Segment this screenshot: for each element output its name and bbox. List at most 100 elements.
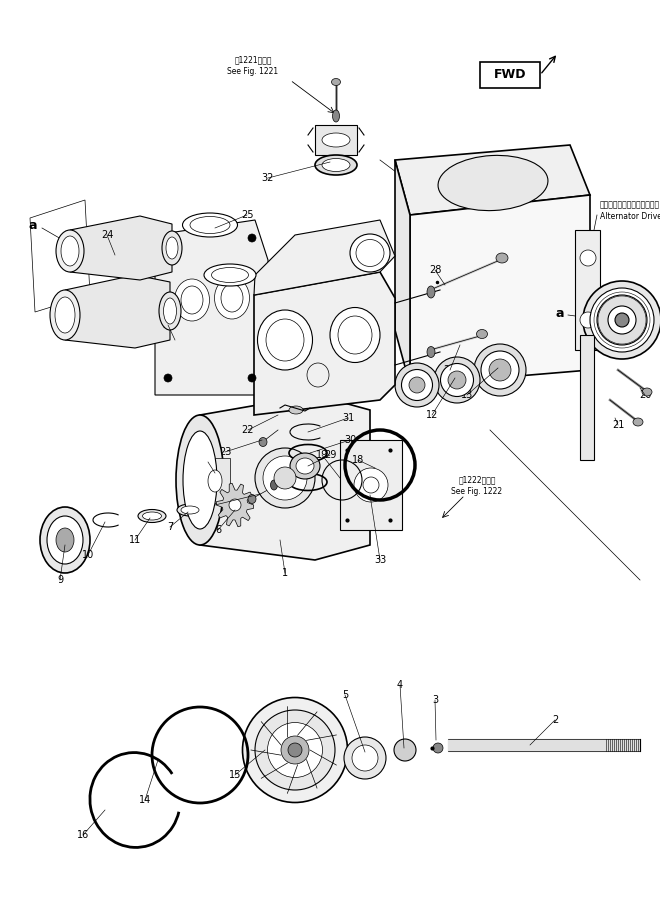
Text: 31: 31	[342, 413, 354, 423]
Ellipse shape	[333, 110, 339, 122]
Ellipse shape	[289, 406, 303, 414]
Ellipse shape	[164, 374, 172, 382]
Text: 22: 22	[242, 425, 254, 435]
Polygon shape	[200, 395, 370, 560]
Ellipse shape	[50, 290, 80, 340]
Bar	[200, 458, 230, 503]
Ellipse shape	[248, 494, 256, 503]
Text: 23: 23	[219, 447, 231, 457]
Text: 9: 9	[57, 575, 63, 585]
Ellipse shape	[615, 313, 629, 327]
Ellipse shape	[440, 364, 473, 396]
Polygon shape	[155, 220, 268, 395]
Text: 10: 10	[82, 550, 94, 560]
Text: 33: 33	[374, 555, 386, 565]
Ellipse shape	[248, 234, 256, 242]
Text: 第1221図参照: 第1221図参照	[234, 55, 272, 64]
Ellipse shape	[162, 231, 182, 265]
Ellipse shape	[183, 431, 217, 529]
Text: 30: 30	[344, 435, 356, 445]
Polygon shape	[254, 220, 395, 295]
Ellipse shape	[56, 230, 84, 272]
Text: 3: 3	[432, 695, 438, 705]
Ellipse shape	[583, 281, 660, 359]
Text: オルタネータドライブプーリ: オルタネータドライブプーリ	[600, 201, 660, 209]
Text: 17: 17	[209, 500, 221, 510]
Polygon shape	[395, 160, 410, 385]
Ellipse shape	[248, 374, 256, 382]
Ellipse shape	[281, 736, 309, 764]
Text: 16: 16	[77, 830, 89, 840]
Ellipse shape	[438, 156, 548, 211]
Ellipse shape	[164, 298, 176, 324]
Polygon shape	[254, 272, 395, 415]
Ellipse shape	[354, 468, 388, 502]
Polygon shape	[448, 739, 640, 751]
Ellipse shape	[257, 310, 312, 370]
Ellipse shape	[138, 510, 166, 522]
Text: See Fig. 1222: See Fig. 1222	[451, 487, 502, 496]
Ellipse shape	[255, 448, 315, 508]
Polygon shape	[395, 145, 590, 215]
Ellipse shape	[331, 79, 341, 85]
Ellipse shape	[208, 470, 222, 492]
Ellipse shape	[427, 286, 435, 298]
Ellipse shape	[395, 363, 439, 407]
Ellipse shape	[394, 739, 416, 761]
Ellipse shape	[433, 743, 443, 753]
Text: 20: 20	[639, 390, 651, 400]
Ellipse shape	[590, 288, 654, 352]
Bar	[580, 335, 594, 460]
Ellipse shape	[164, 241, 172, 249]
Ellipse shape	[409, 377, 425, 393]
Ellipse shape	[315, 155, 357, 175]
Text: a: a	[556, 307, 564, 319]
Polygon shape	[70, 216, 172, 280]
Ellipse shape	[61, 236, 79, 266]
Text: 24: 24	[101, 230, 113, 240]
Text: Alternator Drive Pulley: Alternator Drive Pulley	[600, 212, 660, 221]
Ellipse shape	[448, 371, 466, 389]
Ellipse shape	[204, 264, 256, 286]
Ellipse shape	[177, 504, 203, 516]
Ellipse shape	[427, 347, 435, 357]
Ellipse shape	[267, 722, 323, 777]
Bar	[575, 230, 600, 350]
Text: 19: 19	[316, 450, 328, 460]
Text: 7: 7	[167, 522, 173, 532]
Ellipse shape	[434, 357, 480, 403]
Text: FWD: FWD	[494, 69, 526, 81]
Text: 4: 4	[397, 680, 403, 690]
Text: 14: 14	[139, 795, 151, 805]
Ellipse shape	[40, 507, 90, 573]
Text: 32: 32	[262, 173, 274, 183]
Ellipse shape	[296, 458, 314, 474]
Bar	[480, 62, 540, 88]
Ellipse shape	[481, 351, 519, 389]
Ellipse shape	[580, 312, 596, 328]
Ellipse shape	[174, 279, 209, 321]
Ellipse shape	[159, 292, 181, 330]
Text: 15: 15	[229, 770, 241, 780]
Ellipse shape	[322, 133, 350, 147]
Ellipse shape	[183, 213, 238, 237]
Ellipse shape	[214, 277, 249, 319]
Ellipse shape	[181, 506, 199, 514]
Ellipse shape	[263, 456, 307, 500]
Text: 1: 1	[282, 568, 288, 578]
Text: a: a	[29, 218, 37, 232]
Ellipse shape	[255, 710, 335, 790]
Text: 8: 8	[205, 457, 211, 467]
Text: 29: 29	[324, 450, 336, 460]
Ellipse shape	[290, 453, 320, 479]
Ellipse shape	[47, 516, 83, 564]
Ellipse shape	[352, 745, 378, 771]
Ellipse shape	[330, 308, 380, 363]
Ellipse shape	[496, 253, 508, 263]
Text: See Fig. 1221: See Fig. 1221	[228, 66, 279, 75]
Ellipse shape	[580, 250, 596, 266]
Ellipse shape	[322, 158, 350, 172]
Ellipse shape	[288, 743, 302, 757]
Ellipse shape	[477, 329, 488, 338]
Polygon shape	[65, 275, 170, 348]
